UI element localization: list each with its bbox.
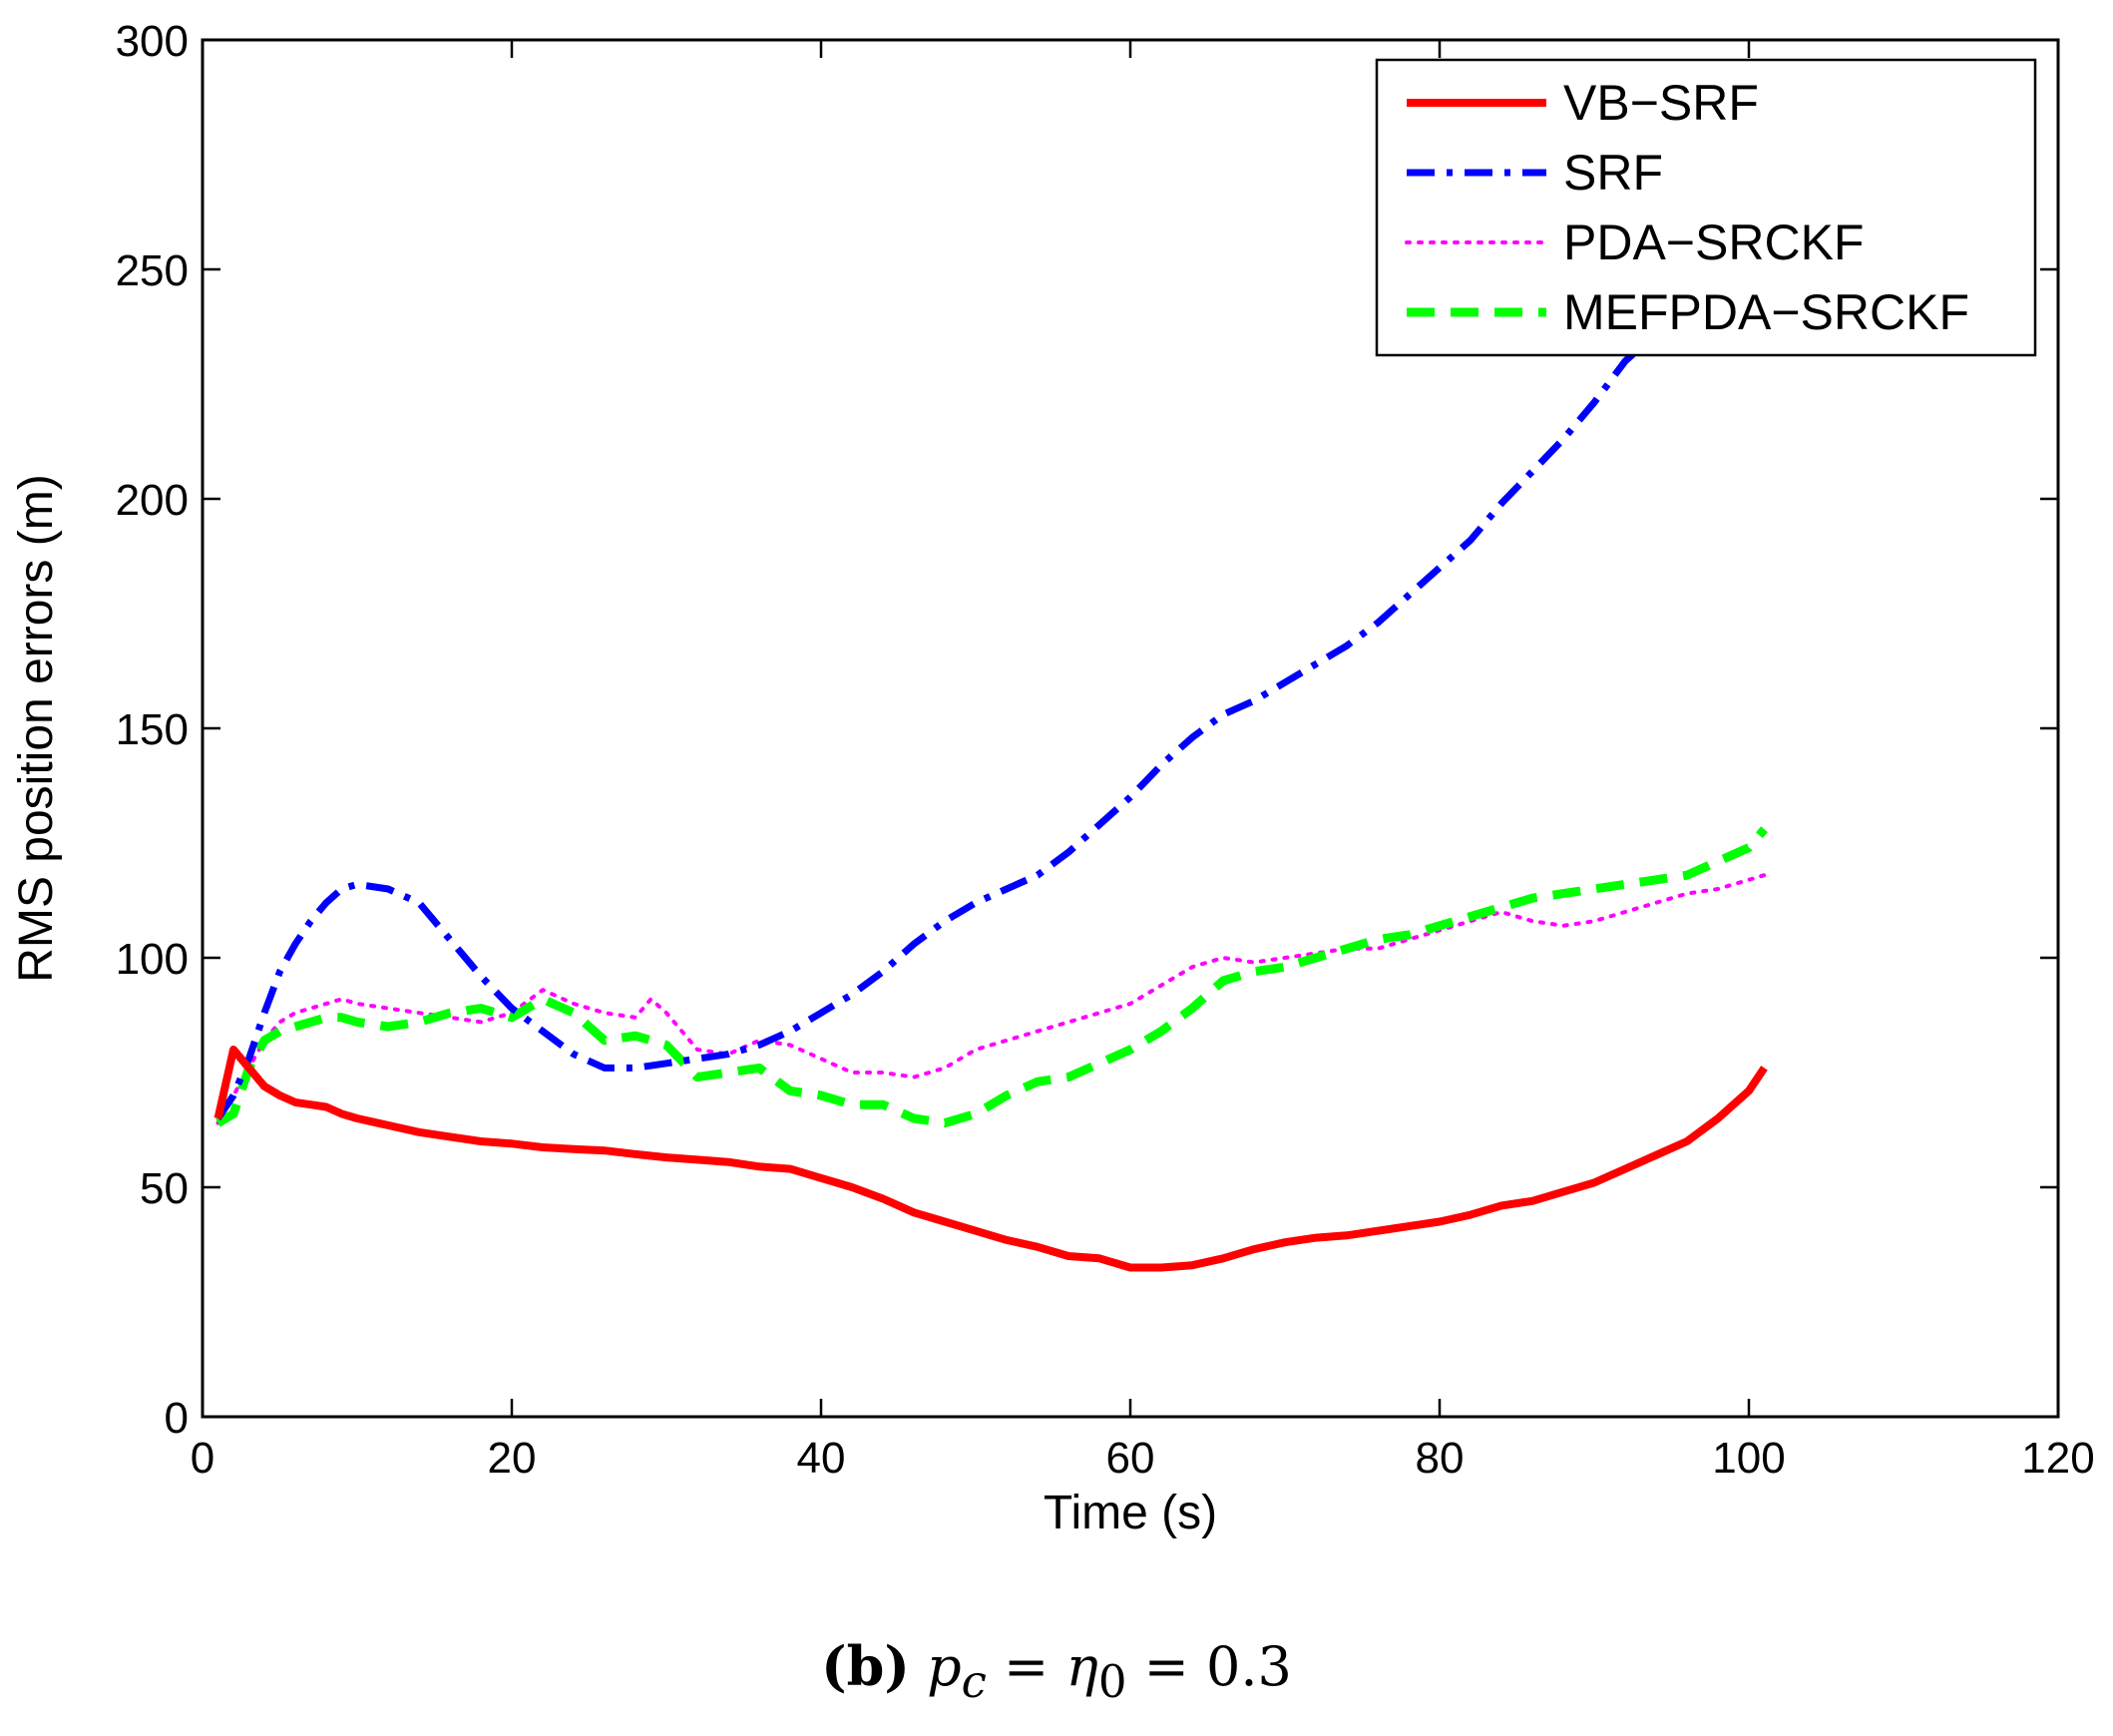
series-line-1 — [214, 344, 1643, 1120]
x-tick-label: 20 — [488, 1434, 537, 1483]
x-tick-label: 0 — [191, 1434, 214, 1483]
y-tick-label: 200 — [116, 476, 189, 525]
axis-ticks: 0 20 40 60 80 100 120 0 50 100 150 200 250 300 — [116, 17, 2095, 1483]
caption-math-eq1: = — [986, 1635, 1066, 1698]
y-tick-label: 0 — [165, 1394, 189, 1443]
series-line-3 — [215, 826, 1768, 1128]
caption-math-p: p — [927, 1635, 962, 1698]
series-layer — [213, 344, 1768, 1272]
legend-label: MEFPDA−SRCKF — [1563, 284, 1969, 340]
caption-math-eta: η — [1065, 1635, 1098, 1698]
series-line-0 — [213, 1046, 1768, 1272]
caption-math-eq2: = 0.3 — [1126, 1635, 1292, 1698]
x-axis-label: Time (s) — [1044, 1487, 1217, 1539]
legend-box — [1375, 58, 2037, 357]
y-tick-label: 150 — [116, 705, 189, 754]
caption-math-eta-sub: 0 — [1097, 1654, 1127, 1708]
x-tick-label: 60 — [1106, 1434, 1155, 1483]
y-axis-label: RMS position errors (m) — [10, 474, 63, 982]
x-tick-label: 40 — [797, 1434, 846, 1483]
legend-label: PDA−SRCKF — [1563, 215, 1864, 270]
caption-math-p-sub: c — [961, 1654, 987, 1708]
legend-label: SRF — [1563, 145, 1663, 201]
legend: VB−SRF SRF PDA−SRCKF MEFPDA−SRCKF — [1375, 58, 2037, 357]
chart: 0 20 40 60 80 100 120 0 50 100 150 200 250 300 Time (… — [10, 17, 2095, 1539]
legend-label: VB−SRF — [1563, 75, 1759, 131]
y-tick-label: 50 — [140, 1164, 189, 1213]
y-tick-label: 300 — [116, 17, 189, 66]
caption-letter: (b) — [821, 1634, 910, 1698]
y-tick-label: 100 — [116, 935, 189, 984]
y-tick-label: 250 — [116, 246, 189, 295]
figure-caption: (b) pc = η0 = 0.3 — [0, 1626, 2113, 1708]
x-tick-label: 80 — [1416, 1434, 1465, 1483]
series-line-2 — [215, 873, 1767, 1125]
x-tick-label: 120 — [2021, 1434, 2094, 1483]
x-tick-label: 100 — [1712, 1434, 1785, 1483]
